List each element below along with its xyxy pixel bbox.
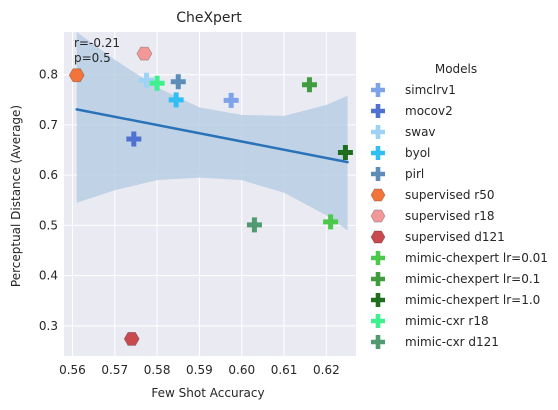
- legend-marker-mimic-chexpert-lr-1-0: [371, 293, 385, 307]
- legend-marker-simclrv1: [371, 83, 385, 97]
- legend-marker-mimic-chexpert-lr-0-1: [371, 272, 385, 286]
- legend-label-supervised-r50: supervised r50: [405, 188, 495, 202]
- x-tick-label: 0.60: [228, 363, 255, 377]
- legend-marker-mocov2: [371, 104, 385, 118]
- legend-label-mocov2: mocov2: [405, 104, 453, 118]
- point-supervised-r50: [69, 69, 84, 82]
- legend-label-mimic-chexpert-lr-0-01: mimic-chexpert lr=0.01: [405, 251, 548, 265]
- legend-label-mimic-cxr-r18: mimic-cxr r18: [405, 314, 489, 328]
- y-tick-label: 0.8: [39, 68, 58, 82]
- y-tick-label: 0.6: [39, 168, 58, 182]
- x-tick-label: 0.56: [59, 363, 86, 377]
- legend-label-mimic-cxr-d121: mimic-cxr d121: [405, 335, 499, 349]
- y-tick-label: 0.5: [39, 218, 58, 232]
- x-tick-label: 0.62: [313, 363, 340, 377]
- legend-marker-supervised-r50: [371, 189, 385, 201]
- point-supervised-r18: [137, 47, 152, 60]
- legend-label-mimic-chexpert-lr-0-1: mimic-chexpert lr=0.1: [405, 272, 540, 286]
- x-tick-label: 0.57: [101, 363, 128, 377]
- y-tick-label: 0.4: [39, 269, 58, 283]
- x-tick-label: 0.59: [186, 363, 213, 377]
- chart-title: CheXpert: [176, 10, 242, 26]
- legend-marker-mimic-chexpert-lr-0-01: [371, 251, 385, 265]
- legend-marker-supervised-r18: [371, 210, 385, 222]
- legend-marker-mimic-cxr-d121: [371, 335, 385, 349]
- x-tick-label: 0.58: [144, 363, 171, 377]
- legend-marker-supervised-d121: [371, 231, 385, 243]
- correlation-annotation: r=-0.21: [74, 36, 120, 50]
- legend-marker-pirl: [371, 167, 385, 181]
- legend-label-supervised-r18: supervised r18: [405, 209, 495, 223]
- legend-label-swav: swav: [405, 125, 436, 139]
- legend: simclrv1 mocov2 swav byol pirl supervised r50…: [371, 83, 548, 349]
- y-tick-label: 0.7: [39, 118, 58, 132]
- y-axis-label: Perceptual Distance (Average): [9, 105, 23, 287]
- legend-title: Models: [435, 62, 477, 76]
- legend-marker-byol: [371, 146, 385, 160]
- legend-marker-swav: [371, 125, 385, 139]
- legend-label-mimic-chexpert-lr-1-0: mimic-chexpert lr=1.0: [405, 293, 540, 307]
- p-value-annotation: p=0.5: [74, 51, 111, 65]
- y-tick-label: 0.3: [39, 319, 58, 333]
- legend-label-simclrv1: simclrv1: [405, 83, 456, 97]
- legend-marker-mimic-cxr-r18: [371, 314, 385, 328]
- point-supervised-d121: [124, 332, 139, 345]
- x-tick-label: 0.61: [271, 363, 298, 377]
- x-axis-label: Few Shot Accuracy: [151, 386, 264, 400]
- legend-label-byol: byol: [405, 146, 430, 160]
- legend-label-pirl: pirl: [405, 167, 424, 181]
- legend-label-supervised-d121: supervised d121: [405, 230, 505, 244]
